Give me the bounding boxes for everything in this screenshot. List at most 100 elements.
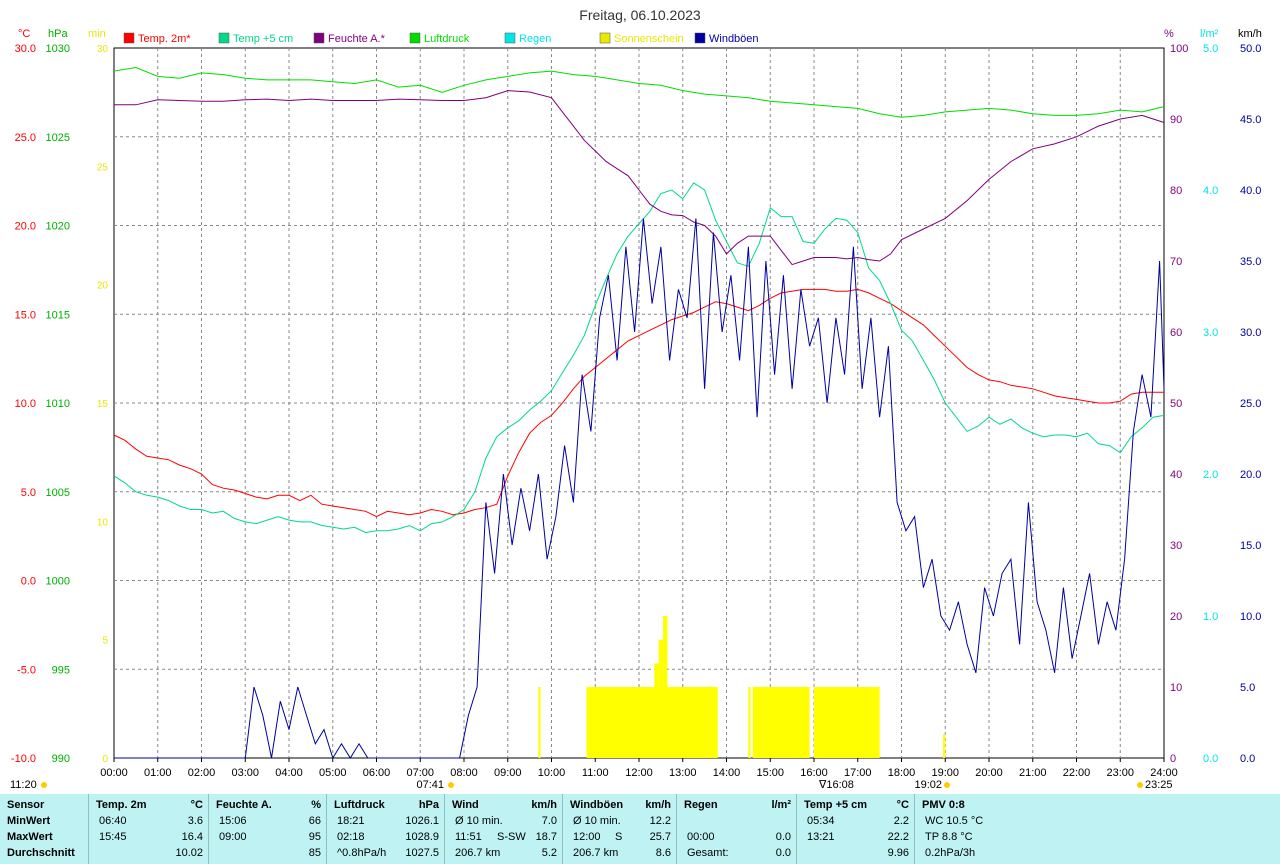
stats-cell-label: TP 8.8 °C [925, 831, 973, 843]
stats-cell-value: 1028.9 [405, 831, 439, 843]
stats-cell-value: 10.02 [175, 847, 203, 859]
wind-tick-label: 45.0 [1240, 114, 1261, 126]
sunrise-icon [448, 782, 454, 788]
stats-header: Temp. 2m [96, 799, 147, 811]
temp-tick-label: 20.0 [15, 221, 36, 233]
wind-unit: km/h [1238, 28, 1262, 40]
stats-cell-value: 85 [308, 847, 321, 859]
temp-2m-line [113, 288, 1164, 518]
legend-label: Regen [519, 33, 551, 45]
x-tick-label: 15:00 [756, 767, 784, 779]
stats-cell-label: Gesamt: [687, 847, 729, 859]
sunset-icon [944, 782, 950, 788]
pressure-unit: hPa [48, 28, 68, 40]
temp-5cm-line [113, 182, 1165, 534]
pressure-tick-label: 995 [52, 664, 70, 676]
sunshine-bar [586, 687, 718, 758]
sunshine-bar [654, 663, 659, 758]
x-tick-label: 16:00 [800, 767, 828, 779]
stats-cell-value: 1027.5 [405, 847, 439, 859]
humidity-unit: % [1164, 28, 1174, 40]
series-lines [113, 66, 1165, 760]
sunshine-bar [658, 639, 664, 758]
statistics-panel: Sensor MinWert MaxWert Durchschnitt Temp. 2m… [0, 794, 1280, 864]
wind-tick-label: 5.0 [1240, 682, 1255, 694]
x-tick-label: 04:00 [275, 767, 303, 779]
stats-header: Temp +5 cm [804, 799, 868, 811]
pressure-tick-label: 1030 [46, 43, 70, 55]
rain-tick-label: 5.0 [1203, 43, 1218, 55]
legend-label: Feuchte A.* [328, 33, 386, 45]
x-tick-label: 05:00 [319, 767, 347, 779]
sun-unit: min [88, 28, 106, 40]
humidity-tick-label: 60 [1170, 327, 1182, 339]
legend-label: Temp. 2m* [138, 33, 191, 45]
rain-unit: l/m² [1200, 28, 1219, 40]
stats-cell-label: WC 10.5 °C [925, 815, 984, 827]
x-tick-label: 07:00 [406, 767, 434, 779]
stats-cell-value: 25.7 [649, 831, 671, 843]
moonrise-icon [41, 782, 47, 788]
stats-cell-value: 8.6 [655, 847, 671, 859]
stats-cell-label: 15:06 [219, 815, 247, 827]
stats-header: Regen [684, 799, 718, 811]
stats-cell-value: 9.96 [887, 847, 909, 859]
stats-column: Temp +5 cm °C 05:34 2.2 13:21 22.2 9.96 [796, 794, 915, 864]
stats-cell-label: 15:45 [99, 831, 127, 843]
humidity-tick-label: 100 [1170, 43, 1188, 55]
sun-tick-label: 15 [97, 399, 109, 410]
humidity-tick-label: 80 [1170, 185, 1182, 197]
wind-tick-label: 10.0 [1240, 611, 1261, 623]
sunshine-bar [748, 687, 751, 758]
sun-tick-label: 5 [102, 636, 108, 647]
x-tick-label: 14:00 [713, 767, 741, 779]
stats-cell-value: 16.4 [181, 831, 203, 843]
rain-tick-label: 0.0 [1203, 753, 1218, 765]
stats-unit: °C [896, 799, 909, 811]
temp-tick-label: 5.0 [21, 487, 36, 499]
x-tick-label: 06:00 [363, 767, 391, 779]
stats-column: Temp. 2m °C 06:40 3.6 15:45 16.4 10.02 [88, 794, 209, 864]
temp-tick-label: 25.0 [15, 132, 36, 144]
wind-tick-label: 40.0 [1240, 185, 1261, 197]
stats-header: Wind [452, 799, 479, 811]
wind-gust-line [114, 218, 1165, 760]
stats-header: Luftdruck [334, 799, 385, 811]
rain-tick-label: 1.0 [1203, 611, 1218, 623]
x-tick-label: 03:00 [231, 767, 259, 779]
stats-cell-label: 12:00 [573, 831, 601, 843]
temp-tick-label: -10.0 [11, 753, 36, 765]
stats-cell-direction: S-SW [497, 831, 526, 843]
stats-column: Luftdruck hPa 18:21 1026.1 02:18 1028.9 ^0.8hP… [326, 794, 445, 864]
humidity-tick-label: 30 [1170, 540, 1182, 552]
x-tick-label: 18:00 [888, 767, 916, 779]
stats-cell-label: 02:18 [337, 831, 365, 843]
x-tick-label: 21:00 [1019, 767, 1047, 779]
sunshine-bars [538, 616, 946, 758]
stats-unit: % [311, 799, 321, 811]
humidity-tick-label: 40 [1170, 469, 1182, 481]
stats-unit: km/h [645, 799, 671, 811]
sun-tick-label: 0 [102, 754, 108, 765]
stats-cell-label: MinWert [7, 815, 51, 827]
wind-tick-label: 15.0 [1240, 540, 1261, 552]
x-tick-label: 10:00 [538, 767, 566, 779]
wind-tick-label: 20.0 [1240, 469, 1261, 481]
stats-column: Regen l/m² 00:00 0.0 Gesamt: 0.0 [676, 794, 797, 864]
wind-tick-label: 25.0 [1240, 398, 1261, 410]
stats-cell-label: Ø 10 min. [455, 815, 503, 827]
moonrise-time: 11:20 [10, 779, 37, 791]
sunshine-bar [663, 616, 668, 758]
temp-unit: °C [18, 28, 30, 40]
stats-cell-direction: S [615, 831, 623, 843]
legend-label: Temp +5 cm [233, 33, 293, 45]
x-tick-label: 13:00 [669, 767, 697, 779]
x-tick-label: 19:00 [931, 767, 959, 779]
x-axis: 00:00 01:00 02:00 03:00 04:00 05:00 06:00 07:00… [100, 758, 1178, 779]
pressure-tick-label: 1010 [46, 398, 70, 410]
rain-tick-label: 3.0 [1203, 327, 1218, 339]
stats-cell-value: 66 [308, 815, 321, 827]
humidity-tick-label: 70 [1170, 256, 1182, 268]
chart-legend: Temp. 2m* Temp +5 cm Feuchte A.* Luftdruck R… [123, 32, 759, 45]
sun-moon-markers: 11:20 07:41 ∇16:08 19:02 23:25 [10, 779, 1173, 791]
